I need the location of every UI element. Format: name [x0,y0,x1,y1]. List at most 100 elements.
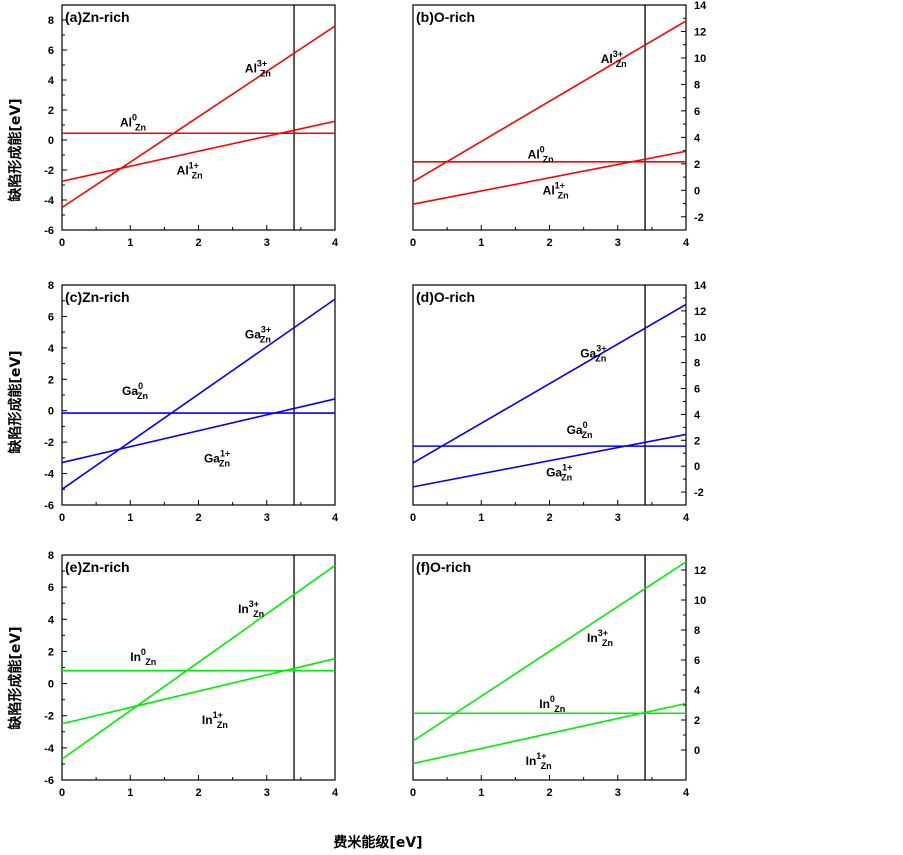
y-tick-label: 6 [694,655,700,667]
y-tick-label: 2 [694,715,700,727]
x-tick-label: 2 [195,787,201,799]
y-tick-label: -4 [44,743,55,755]
series-label: Al0 Zn [120,113,146,133]
series-label: In1+ Zn [526,751,552,771]
panel-title: (b)O-rich [416,9,475,25]
x-tick-label: 0 [59,237,65,249]
y-tick-label: 12 [694,306,706,318]
y-tick-label: 6 [48,582,54,594]
series-label: In3+ Zn [587,628,613,648]
x-tick-label: 1 [478,237,484,249]
y-tick-label: -2 [44,437,54,449]
x-tick-label: 1 [478,512,484,524]
y-tick-label: -2 [694,212,704,224]
y-tick-label: -6 [44,225,54,237]
x-tick-label: 4 [332,787,339,799]
series-line-ga-1plus [412,433,687,488]
series-label: In0Zn [130,647,156,667]
y-tick-label: 10 [694,332,706,344]
y-tick-label: 0 [694,745,700,757]
x-tick-label: 3 [264,512,270,524]
y-tick-label: 14 [694,280,707,292]
series-line-in-1plus [412,702,687,765]
panel-title: (d)O-rich [416,289,475,305]
x-tick-label: 3 [615,512,621,524]
series-label: Al3+ Zn [245,59,271,79]
x-tick-label: 1 [127,237,133,249]
series-line-al-1plus [412,150,687,205]
y-tick-label: -4 [44,195,55,207]
y-tick-label: 10 [694,53,706,65]
x-tick-label: 3 [615,787,621,799]
y-tick-label: 2 [48,374,54,386]
series-label: In1+ Zn [202,710,228,730]
y-tick-label: 0 [48,679,54,691]
panel-title: (c)Zn-rich [65,289,130,305]
panel-title: (f)O-rich [416,559,471,575]
y-tick-label: 0 [48,406,54,418]
x-tick-label: 1 [127,787,133,799]
chart-panel-3: 0 1 2 3 4 -6 -4 -2 0 2 4 6 8 Ga0 Zn Ga1+ Zn Ga3+ Zn (c)Zn-r… [44,280,339,524]
series-label: Ga1+ Zn [546,463,572,483]
x-tick-label: 3 [264,787,270,799]
y-axis-title-top: 缺陷形成能[eV] [7,98,24,201]
series-label: In3+ Zn [238,599,264,619]
chart-panel-5: 0 1 2 3 4 -6 -4 -2 0 2 4 6 8 In0Zn In1+ Zn In3+ Zn (e)Zn-r… [44,550,339,799]
panel-title: (a)Zn-rich [65,9,130,25]
y-tick-label: 2 [48,105,54,117]
y-tick-label: 8 [694,625,700,637]
y-tick-label: 6 [694,106,700,118]
y-tick-label: 8 [48,280,54,292]
y-axis-title-bottom: 缺陷形成能[eV] [7,626,24,729]
series-label: Ga1+ Zn [204,449,230,469]
y-tick-label: 8 [694,358,700,370]
y-tick-label: 6 [48,45,54,57]
series-label: In0Zn [539,694,565,714]
x-tick-label: 4 [683,237,690,249]
y-tick-label: -6 [44,500,54,512]
x-axis-title: 费米能级[eV] [333,834,422,851]
x-tick-label: 1 [478,787,484,799]
series-line-in-3plus [61,564,336,760]
y-tick-label: 0 [694,185,700,197]
series-label: Ga0 Zn [122,381,148,401]
series-line-al-3plus [412,20,687,183]
series-label: Al1+ Zn [177,161,203,181]
y-tick-label: 2 [694,435,700,447]
y-tick-label: 6 [694,384,700,396]
y-tick-label: 0 [694,461,700,473]
panel-title: (e)Zn-rich [65,559,130,575]
x-tick-label: 0 [410,787,416,799]
y-tick-label: 6 [48,311,54,323]
series-label: Ga3+ Zn [245,324,271,344]
chart-panel-1: 0 1 2 3 4 -6 -4 -2 0 2 4 6 8 Al0 Zn Al1+ Zn Al3+ Zn (a)Zn-r… [44,4,339,249]
x-tick-label: 4 [332,512,339,524]
y-tick-label: -2 [694,487,704,499]
y-tick-label: 4 [48,75,55,87]
x-tick-label: 2 [546,512,552,524]
x-tick-label: 2 [546,237,552,249]
y-tick-label: 2 [48,646,54,658]
series-label: Al3+ Zn [601,49,627,69]
y-tick-label: -2 [44,165,54,177]
series-label: Ga0 Zn [567,420,593,440]
x-tick-label: 2 [195,512,201,524]
x-tick-label: 2 [195,237,201,249]
x-tick-label: 0 [410,237,416,249]
y-tick-label: 4 [694,685,701,697]
y-tick-label: -2 [44,711,54,723]
x-tick-label: 0 [59,512,65,524]
series-label: Al1+ Zn [543,180,569,200]
series-label: Ga3+ Zn [580,343,606,363]
y-tick-label: 8 [694,79,700,91]
series-line-in-3plus [412,561,687,742]
y-tick-label: 4 [48,614,55,626]
series-line-ga-3plus [61,298,336,490]
y-tick-label: 4 [694,132,701,144]
y-axis-title-middle: 缺陷形成能[eV] [7,350,24,453]
x-tick-label: 1 [127,512,133,524]
